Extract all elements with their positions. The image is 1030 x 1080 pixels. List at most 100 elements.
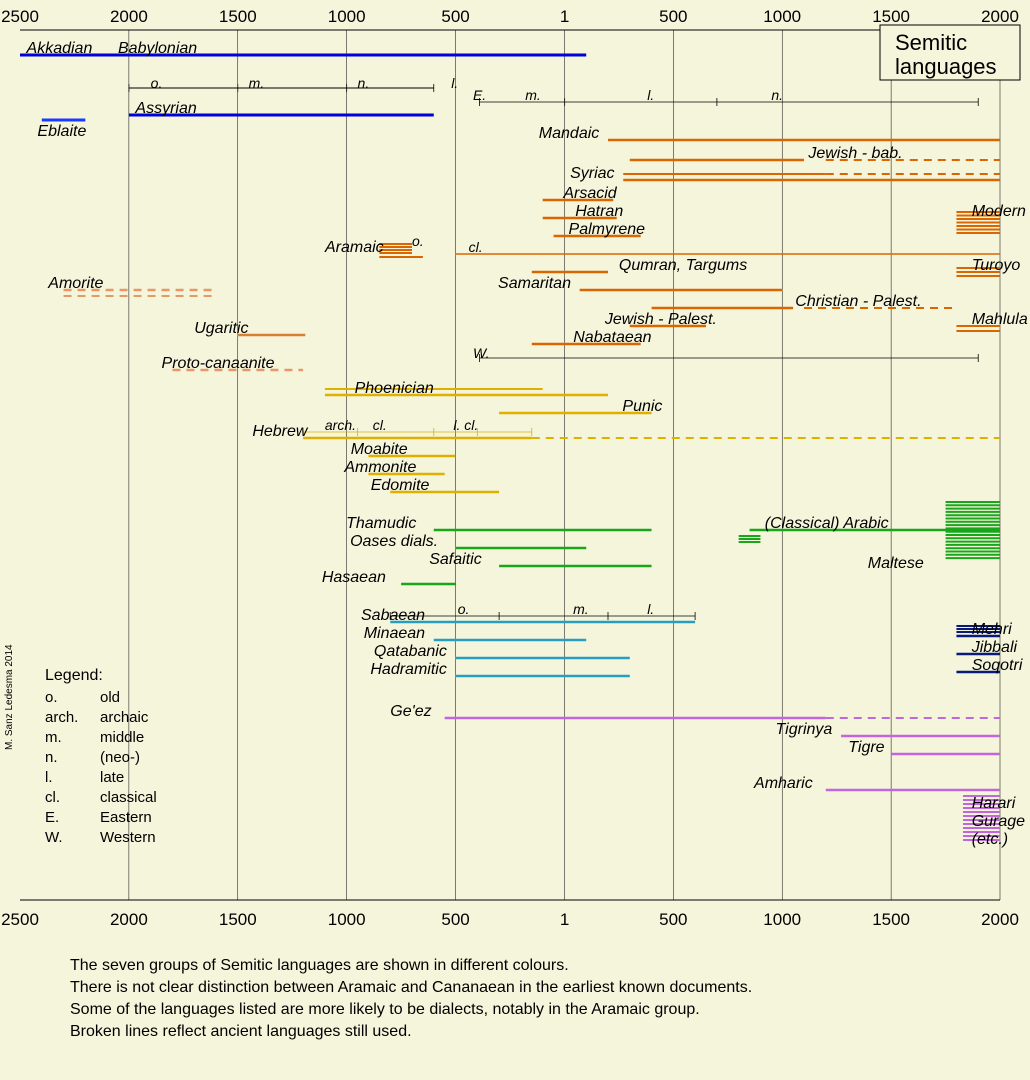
legend-full: middle	[100, 729, 144, 746]
lang-label-Proto-canaanite: Proto-canaanite	[162, 355, 275, 372]
period-label: n.	[358, 75, 370, 91]
lang-label-Assyrian: Assyrian	[134, 100, 196, 117]
period-label: W.	[473, 345, 490, 361]
caption-line: There is not clear distinction between A…	[70, 979, 752, 996]
lang-label-Eblaite: Eblaite	[37, 123, 86, 140]
axis-tick-top: 2000	[981, 7, 1019, 26]
lang-label-Mandaic: Mandaic	[539, 125, 599, 142]
legend-full: Eastern	[100, 809, 152, 826]
period-label: l. cl.	[453, 417, 478, 433]
legend-abbr: m.	[45, 729, 62, 746]
lang-label-Qatabanic: Qatabanic	[374, 643, 447, 660]
legend-full: classical	[100, 789, 157, 806]
lang-label-Jewish-Palest: Jewish - Palest.	[604, 311, 717, 328]
lang-label-Classical-Arabic: (Classical) Arabic	[765, 515, 889, 532]
lang-label-Moabite: Moabite	[351, 441, 408, 458]
legend-abbr: o.	[45, 689, 58, 706]
period-label: cl.	[469, 239, 483, 255]
period-label: l.	[451, 75, 458, 91]
legend-title: Legend:	[45, 667, 103, 684]
period-label: arch.	[325, 417, 356, 433]
legend-full: late	[100, 769, 124, 786]
axis-tick-top: 1	[560, 7, 569, 26]
lang-label-Edomite: Edomite	[371, 477, 430, 494]
lang-label-Maltese: Maltese	[868, 555, 924, 572]
lang-label-Syriac: Syriac	[570, 165, 614, 182]
lang-label-Sabaean: Sabaean	[361, 607, 425, 624]
chart-svg: 2500250020002000150015001000100050050011…	[0, 0, 1030, 1080]
axis-tick-top: 500	[659, 7, 687, 26]
axis-tick-bottom: 500	[441, 910, 469, 929]
lang-label-Hadramitic: Hadramitic	[370, 661, 446, 678]
chart-title-1: Semitic	[895, 30, 967, 55]
axis-tick-top: 1000	[763, 7, 801, 26]
lang-label-Minaean: Minaean	[364, 625, 425, 642]
credit: M. Sanz Ledesma 2014	[4, 644, 15, 750]
lang-label-Hebrew: Hebrew	[252, 423, 309, 440]
legend-abbr: l.	[45, 769, 53, 786]
legend-abbr: arch.	[45, 709, 78, 726]
lang-label-Oases: Oases dials.	[350, 533, 438, 550]
lang-label-Hasaean: Hasaean	[322, 569, 386, 586]
lang-label-Tigrinya: Tigrinya	[776, 721, 833, 738]
period-label: l.	[647, 601, 654, 617]
semitic-languages-timeline: 2500250020002000150015001000100050050011…	[0, 0, 1030, 1080]
lang-label-Akkadian: Akkadian	[26, 40, 93, 57]
period-label: o.	[458, 601, 470, 617]
period-label: m.	[573, 601, 589, 617]
lang-label-Ugaritic: Ugaritic	[194, 320, 248, 337]
legend-full: archaic	[100, 709, 149, 726]
lang-label-Ammonite: Ammonite	[343, 459, 416, 476]
lang-label-extra: Turoyo	[972, 257, 1021, 274]
caption-line: Some of the languages listed are more li…	[70, 1001, 700, 1018]
legend-abbr: cl.	[45, 789, 60, 806]
period-label: o.	[412, 233, 424, 249]
legend-abbr: W.	[45, 829, 63, 846]
lang-label-Aramaic-main: Aramaic	[324, 239, 384, 256]
axis-tick-bottom: 1	[560, 910, 569, 929]
axis-tick-bottom: 1500	[219, 910, 257, 929]
period-label: m.	[525, 87, 541, 103]
lang-label-Arsacid: Arsacid	[562, 185, 617, 202]
legend-abbr: E.	[45, 809, 59, 826]
lang-label-Mehri: Mehri	[972, 621, 1012, 638]
lang-label-Safaitic: Safaitic	[429, 551, 481, 568]
axis-tick-bottom: 2000	[981, 910, 1019, 929]
period-label: o.	[151, 75, 163, 91]
axis-tick-bottom: 1500	[872, 910, 910, 929]
lang-label-Gurage: Gurage	[972, 813, 1025, 830]
lang-label-Qumran: Qumran, Targums	[619, 257, 747, 274]
lang-label-Christian-Palest: Christian - Palest.	[795, 293, 921, 310]
legend-full: old	[100, 689, 120, 706]
lang-label-Nabataean: Nabataean	[573, 329, 651, 346]
lang-label-Tigre: Tigre	[848, 739, 884, 756]
lang-label-Phoenician: Phoenician	[355, 380, 434, 397]
axis-tick-top: 1500	[219, 7, 257, 26]
axis-tick-bottom: 1000	[763, 910, 801, 929]
lang-label-extra: Mahlula	[972, 311, 1028, 328]
legend-full: Western	[100, 829, 156, 846]
lang-label-Hatran: Hatran	[575, 203, 623, 220]
axis-tick-top: 1000	[328, 7, 366, 26]
axis-tick-bottom: 1000	[328, 910, 366, 929]
period-label: n.	[771, 87, 783, 103]
lang-label-Jibbali: Jibbali	[971, 639, 1018, 656]
period-label: cl.	[373, 417, 387, 433]
lang-label-etc: (etc.)	[972, 831, 1008, 848]
axis-tick-top: 2000	[110, 7, 148, 26]
axis-tick-bottom: 2000	[110, 910, 148, 929]
period-label: l.	[647, 87, 654, 103]
period-label: E.	[473, 87, 486, 103]
lang-label-Amharic: Amharic	[753, 775, 813, 792]
lang-label-Jewish-bab: Jewish - bab.	[807, 145, 902, 162]
lang-label-Punic: Punic	[622, 398, 662, 415]
lang-label-Palmyrene: Palmyrene	[569, 221, 646, 238]
caption-line: The seven groups of Semitic languages ar…	[70, 957, 569, 974]
caption-line: Broken lines reflect ancient languages s…	[70, 1023, 412, 1040]
period-label: m.	[249, 75, 265, 91]
axis-tick-top: 1500	[872, 7, 910, 26]
lang-label-Babylonian: Babylonian	[118, 40, 197, 57]
lang-label-Samaritan: Samaritan	[498, 275, 571, 292]
lang-label-Geez: Ge'ez	[390, 703, 431, 720]
lang-label-Soqotri: Soqotri	[972, 657, 1023, 674]
